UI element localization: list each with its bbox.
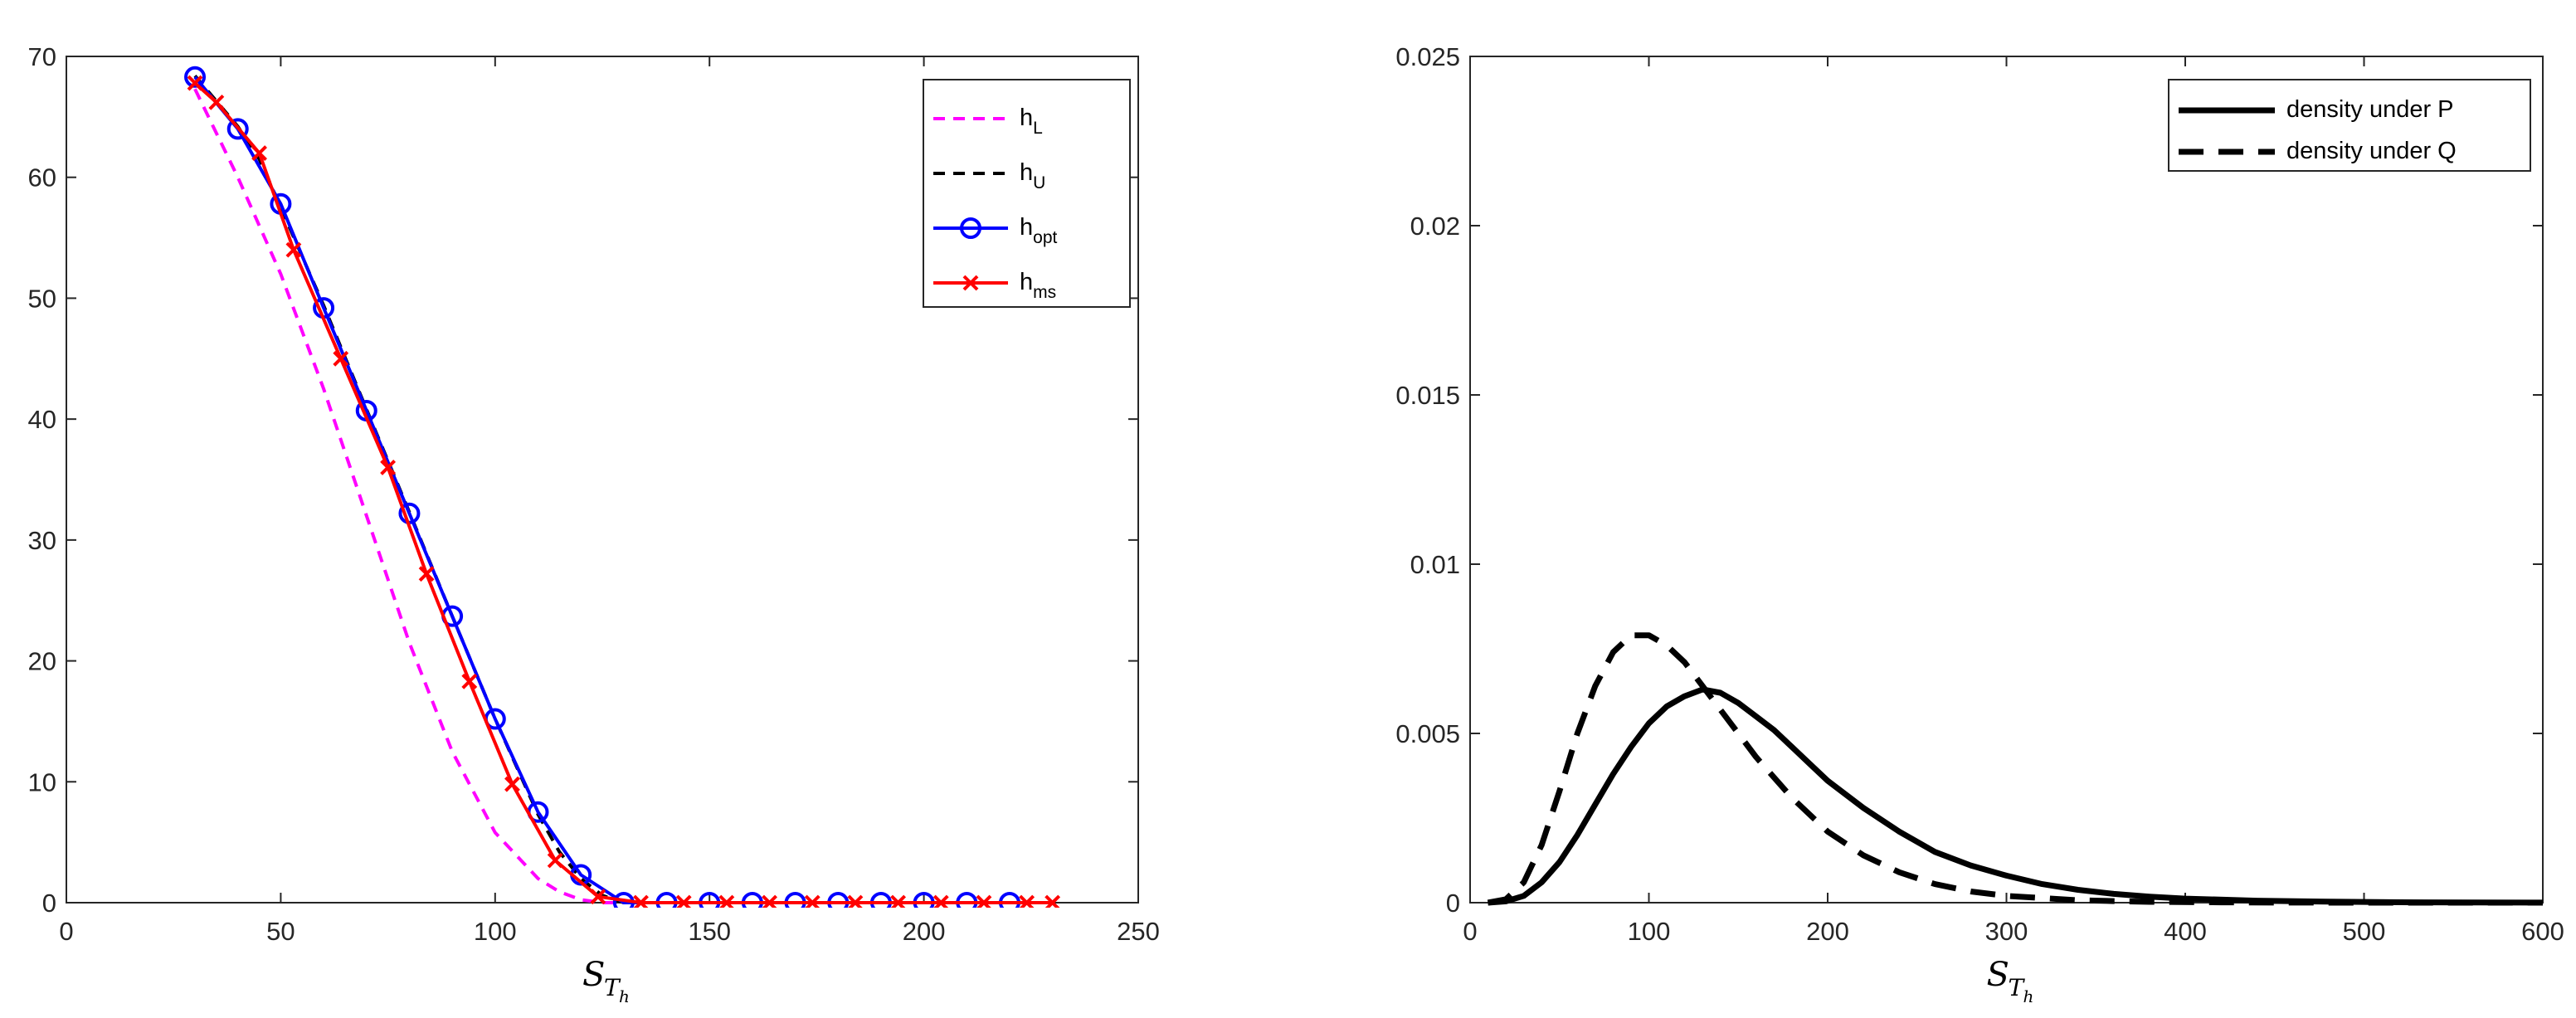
left-chart-panel: 0 50 100 150 200 250 0 10 20 30 40 50 60 70 ST h hL hU hop…: [28, 42, 1160, 1006]
series-h-l: [193, 88, 1010, 904]
data-point-x: [208, 94, 225, 110]
y-tick-label: 0: [1446, 889, 1460, 918]
data-point-circle: [226, 118, 249, 140]
x-tick-label: 200: [1806, 917, 1849, 946]
y-tick-label: 20: [28, 647, 56, 676]
data-point-x: [285, 241, 302, 258]
x-tick-label: 0: [1463, 917, 1477, 946]
right-chart-panel: 0 100 200 300 400 500 600 0 0.005 0.01 0.015 0.02 0.…: [1395, 42, 2564, 1006]
y-tick-label: 0.005: [1395, 719, 1460, 748]
y-tick-label: 0: [42, 889, 56, 918]
data-point-x: [333, 350, 349, 367]
y-tick-label: 40: [28, 405, 56, 434]
x-tick-label: 200: [903, 917, 946, 946]
x-tick-label: 600: [2521, 917, 2564, 946]
x-tick-label: 250: [1117, 917, 1160, 946]
legend-marker-x: [962, 275, 979, 291]
y-tick-label: 30: [28, 526, 56, 555]
x-tick-label: 150: [688, 917, 731, 946]
data-point-x: [1019, 894, 1035, 908]
data-point-x: [804, 894, 821, 908]
y-tick-label: 10: [28, 767, 56, 796]
data-point-x: [1045, 894, 1061, 908]
data-point-x: [762, 894, 777, 908]
data-point-x: [418, 566, 435, 582]
data-point-x: [847, 894, 864, 908]
legend-label: hopt: [1020, 214, 1057, 247]
data-point-x: [251, 145, 267, 161]
legend-label: hL: [1020, 105, 1043, 138]
data-point-x: [547, 852, 563, 869]
legend-box: [2168, 79, 2531, 172]
data-point-x: [976, 894, 992, 908]
x-tick-label: 400: [2164, 917, 2207, 946]
legend: hL hU hopt hms: [923, 79, 1131, 308]
series-line: [193, 81, 1053, 904]
data-point-circle: [184, 66, 207, 88]
legend: density under P density under Q: [2168, 79, 2531, 172]
axes-box: [1469, 56, 2544, 904]
series-h-ms: [187, 75, 1061, 908]
x-tick-label: 300: [1985, 917, 2028, 946]
data-point-x: [890, 894, 907, 908]
y-tick-label: 60: [28, 163, 56, 192]
data-point-x: [461, 673, 478, 689]
series-h-opt: [184, 66, 1020, 908]
x-tick-label: 500: [2343, 917, 2386, 946]
data-point-x: [633, 894, 649, 908]
y-tick-label: 0.025: [1395, 42, 1460, 71]
x-axis-label: S: [1987, 956, 2009, 994]
legend-label: density under P: [2286, 96, 2454, 123]
legend-label: density under Q: [2286, 138, 2457, 164]
x-axis-label-subsub: h: [619, 986, 630, 1006]
series-line: [193, 75, 1010, 904]
series-line: [1487, 632, 2543, 906]
data-point-x: [675, 894, 692, 908]
data-point-x: [718, 894, 735, 908]
x-axis-label-subsub: h: [2023, 986, 2034, 1006]
data-point-x: [504, 776, 520, 792]
y-tick-label: 0.01: [1410, 550, 1460, 579]
legend-label: hU: [1020, 159, 1045, 192]
y-tick-label: 0.015: [1395, 381, 1460, 410]
series-line: [193, 88, 1010, 904]
data-point-x: [590, 889, 606, 905]
x-axis-label-sub: T: [604, 974, 621, 1001]
x-tick-label: 0: [59, 917, 73, 946]
x-axis-label: S: [582, 956, 605, 994]
legend-marker-circle: [960, 217, 981, 239]
legend-label: hms: [1020, 269, 1056, 302]
data-point-x: [933, 894, 949, 908]
y-tick-label: 70: [28, 42, 56, 71]
y-tick-label: 0.02: [1410, 212, 1460, 241]
series-h-u: [193, 75, 1010, 904]
x-tick-label: 100: [474, 917, 517, 946]
series-line: [193, 75, 1010, 904]
series-density-under-p: [1488, 686, 2543, 906]
data-point-x: [187, 75, 203, 91]
data-point-x: [380, 460, 397, 475]
y-tick-label: 50: [28, 284, 56, 313]
x-tick-label: 50: [266, 917, 295, 946]
series-density-under-q: [1487, 632, 2543, 906]
x-axis-label-sub: T: [2009, 974, 2026, 1001]
series-line: [1488, 686, 2543, 906]
x-tick-label: 100: [1628, 917, 1671, 946]
